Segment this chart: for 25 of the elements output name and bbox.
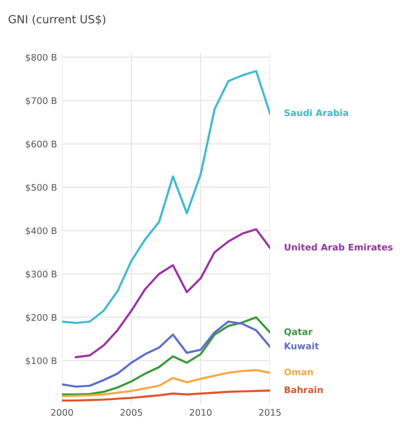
x-tick-label: 2015 bbox=[259, 408, 281, 416]
line-series bbox=[62, 70, 270, 324]
line-series bbox=[62, 369, 270, 398]
y-tick-label: $400 B bbox=[26, 227, 56, 236]
line-series bbox=[62, 320, 270, 388]
chart-title: GNI (current US$) bbox=[8, 14, 106, 25]
series-label: Saudi Arabia bbox=[284, 109, 348, 116]
y-tick-label: $100 B bbox=[26, 357, 56, 366]
series-label: United Arab Emirates bbox=[284, 244, 393, 251]
y-tick-label: $800 B bbox=[26, 54, 56, 62]
series-label: Oman bbox=[284, 368, 313, 376]
y-tick-label: $700 B bbox=[26, 97, 56, 106]
x-tick-label: 2010 bbox=[190, 408, 212, 416]
series-label: Qatar bbox=[284, 328, 312, 336]
y-tick-label: $200 B bbox=[26, 314, 56, 322]
y-tick-label: $600 B bbox=[26, 140, 56, 149]
line-series bbox=[62, 389, 270, 402]
y-tick-label: $300 B bbox=[26, 270, 56, 279]
series-label: Kuwait bbox=[284, 342, 319, 350]
x-tick-label: 2005 bbox=[120, 408, 142, 416]
x-tick-label: 2000 bbox=[51, 408, 73, 416]
series-label: Bahrain bbox=[284, 386, 323, 394]
line-series bbox=[74, 228, 270, 358]
y-tick-label: $500 B bbox=[26, 184, 56, 192]
line-series bbox=[62, 316, 270, 396]
